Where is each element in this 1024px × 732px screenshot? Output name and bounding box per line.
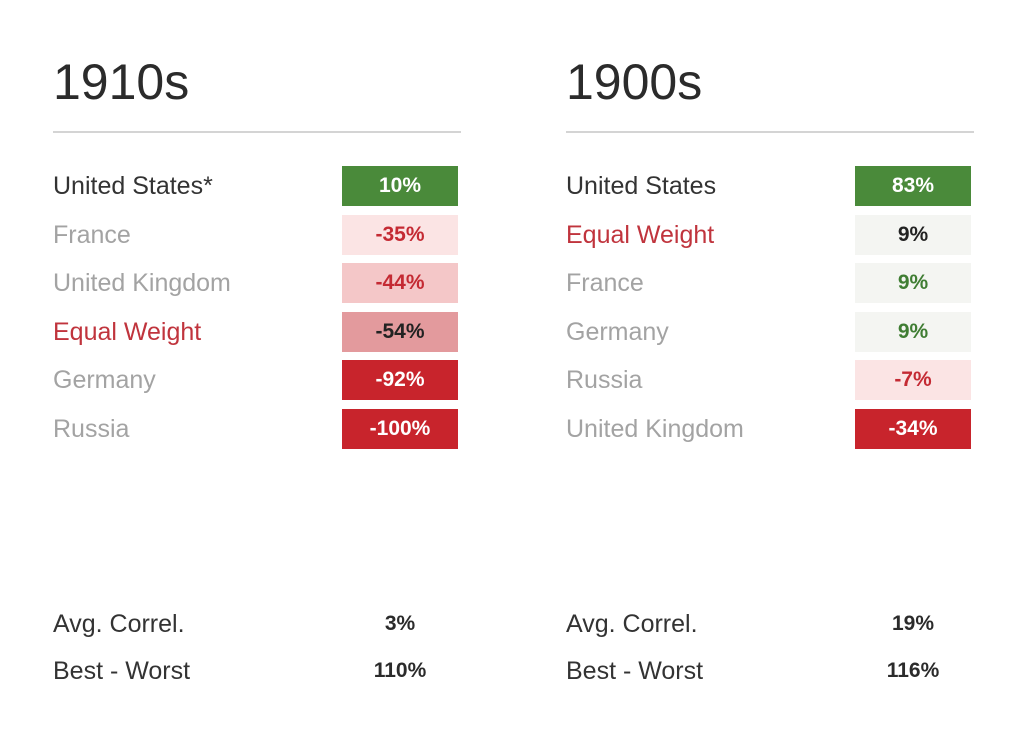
table-row: France 9%: [566, 263, 976, 304]
return-cell: -92%: [342, 360, 458, 401]
return-cell: 9%: [855, 263, 971, 304]
stat-value: 116%: [886, 659, 940, 682]
table-row: France -35%: [53, 214, 463, 255]
row-label: France: [566, 269, 644, 298]
table-row: Germany -92%: [53, 360, 463, 401]
table-row: United Kingdom -44%: [53, 263, 463, 304]
return-cell: 10%: [342, 166, 458, 206]
stat-value: 110%: [373, 659, 427, 682]
return-cell: -54%: [342, 311, 458, 352]
stat-row: Avg. Correl. 19%: [566, 604, 976, 644]
return-cell: 9%: [855, 311, 971, 352]
row-label: Equal Weight: [53, 317, 202, 346]
table-row: United States 83%: [566, 166, 976, 206]
stat-value: 19%: [891, 612, 935, 635]
row-label: United States: [566, 172, 717, 200]
table-row: United Kingdom -34%: [566, 409, 976, 449]
return-cell: -44%: [342, 263, 458, 304]
stat-row: Avg. Correl. 3%: [53, 604, 463, 644]
return-cell: -34%: [855, 409, 971, 449]
stat-label: Best - Worst: [566, 657, 704, 685]
return-cell: 9%: [855, 214, 971, 255]
decade-panel-1900s: 1900s United States 83% Equal Weight 9% Fran…: [566, 0, 976, 732]
table-row: Equal Weight 9%: [566, 214, 976, 255]
row-label: Germany: [566, 317, 669, 346]
row-label: United Kingdom: [53, 269, 231, 298]
row-label: Russia: [53, 415, 130, 443]
stat-value: 3%: [384, 612, 416, 635]
return-cell: -7%: [855, 360, 971, 401]
return-cell: -100%: [342, 409, 458, 449]
table-row: Russia -7%: [566, 360, 976, 401]
stat-label: Avg. Correl.: [53, 610, 185, 638]
table-row: Germany 9%: [566, 311, 976, 352]
title-divider: [566, 131, 974, 133]
row-label: Germany: [53, 366, 156, 395]
panel-title: 1910s: [53, 54, 190, 110]
table-row: Russia -100%: [53, 409, 463, 449]
stat-label: Best - Worst: [53, 657, 191, 685]
return-cell: 83%: [855, 166, 971, 206]
row-label: Equal Weight: [566, 220, 715, 249]
row-label: France: [53, 220, 131, 249]
stat-row: Best - Worst 110%: [53, 651, 463, 691]
row-label: United States*: [53, 172, 213, 200]
title-divider: [53, 131, 461, 133]
return-cell: -35%: [342, 214, 458, 255]
panel-title: 1900s: [566, 54, 703, 110]
stat-row: Best - Worst 116%: [566, 651, 976, 691]
decade-panel-1910s: 1910s United States* 10% France -35% United …: [53, 0, 463, 732]
row-label: Russia: [566, 366, 643, 395]
table-row: United States* 10%: [53, 166, 463, 206]
row-label: United Kingdom: [566, 415, 744, 443]
stat-label: Avg. Correl.: [566, 610, 698, 638]
table-row: Equal Weight -54%: [53, 311, 463, 352]
